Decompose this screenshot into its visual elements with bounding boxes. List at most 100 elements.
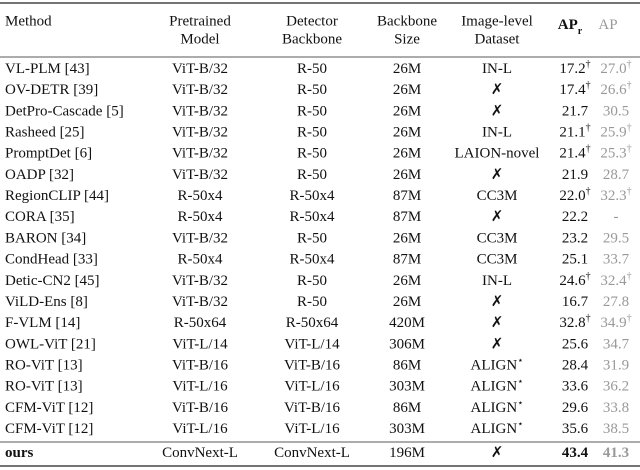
cell-sup: † bbox=[627, 186, 632, 197]
cell-text: ALIGN bbox=[471, 379, 518, 395]
cell: 26M bbox=[393, 125, 421, 141]
cell-text: R-50x4 bbox=[290, 210, 336, 226]
cell-sup: † bbox=[586, 313, 591, 324]
cell: CC3M bbox=[477, 188, 518, 204]
cell: R-50 bbox=[297, 146, 327, 162]
cell: ✗ bbox=[491, 167, 504, 183]
cell-text: R-50 bbox=[297, 125, 327, 141]
cell: ours bbox=[5, 445, 34, 461]
cell: OWL-ViT [21] bbox=[5, 337, 96, 353]
cell-text: 43.4 bbox=[562, 445, 589, 461]
cell-text: 306M bbox=[389, 337, 425, 353]
cell: CFM-ViT [12] bbox=[5, 421, 93, 437]
cell: CFM-ViT [12] bbox=[5, 400, 93, 416]
cell: 29.6 bbox=[562, 400, 589, 416]
cell: ✗ bbox=[491, 316, 504, 332]
cell-sup: † bbox=[627, 144, 632, 155]
header-text: APr bbox=[558, 17, 583, 36]
cell: R-50 bbox=[297, 273, 327, 289]
cell: ALIGN⋆ bbox=[471, 355, 524, 374]
cell-text: ConvNext-L bbox=[162, 445, 238, 461]
cell-text: DetPro-Cascade [5] bbox=[5, 104, 124, 120]
cell: 21.9 bbox=[562, 167, 588, 183]
cell-text: 24.6 bbox=[559, 273, 586, 289]
cell-sup: † bbox=[586, 144, 591, 155]
cell-text: 86M bbox=[393, 358, 421, 374]
cell: 16.7 bbox=[562, 294, 589, 310]
cell-text: F-VLM [14] bbox=[5, 316, 80, 332]
cell: ViT-L/16 bbox=[172, 421, 228, 437]
cell: 26M bbox=[393, 83, 421, 99]
cell-text: 34.9 bbox=[600, 316, 626, 332]
cell: 38.5 bbox=[603, 421, 629, 437]
cell-text: R-50 bbox=[297, 294, 327, 310]
cell-text: 26.6 bbox=[600, 83, 627, 99]
cell: R-50x4 bbox=[290, 252, 336, 268]
cell-text: 33.6 bbox=[562, 379, 589, 395]
cell: 24.6† bbox=[559, 271, 590, 290]
cell-text: 25.9 bbox=[600, 125, 626, 141]
cell-text: RO-ViT [13] bbox=[5, 358, 83, 374]
cell-text: ViT-B/16 bbox=[284, 400, 341, 416]
cell: R-50x4 bbox=[178, 252, 224, 268]
cell: 303M bbox=[389, 421, 425, 437]
cell-text: ViT-B/32 bbox=[172, 294, 228, 310]
cell: R-50x4 bbox=[178, 210, 224, 226]
cell-text: 26M bbox=[393, 104, 421, 120]
cell: ✗ bbox=[491, 445, 504, 461]
cell: 87M bbox=[393, 252, 421, 268]
cell: ViT-B/32 bbox=[172, 125, 228, 141]
cell: 34.9† bbox=[600, 313, 631, 332]
cell-sup: † bbox=[627, 271, 632, 282]
cell-text: ✗ bbox=[491, 167, 504, 183]
cell: 27.8 bbox=[603, 294, 629, 310]
cell-text: ✗ bbox=[491, 83, 504, 99]
cell: OADP [32] bbox=[5, 167, 74, 183]
cell-text: ALIGN bbox=[471, 358, 518, 374]
cell-sup: † bbox=[627, 59, 632, 70]
cell-sup: † bbox=[627, 313, 632, 324]
cell-text: 303M bbox=[389, 421, 425, 437]
cell: RO-ViT [13] bbox=[5, 379, 83, 395]
cell: ViT-L/16 bbox=[172, 379, 228, 395]
cell-text: ViT-B/16 bbox=[172, 400, 229, 416]
cell-text: R-50 bbox=[297, 273, 327, 289]
cell: ✗ bbox=[491, 210, 504, 226]
cell: IN-L bbox=[482, 125, 512, 141]
cell-text: 33.8 bbox=[603, 400, 629, 416]
cell-text: R-50 bbox=[297, 104, 327, 120]
cell: ViT-B/16 bbox=[284, 400, 341, 416]
cell-text: ✗ bbox=[491, 445, 504, 461]
cell-text: ViT-B/32 bbox=[172, 104, 228, 120]
cell-text: 86M bbox=[393, 400, 421, 416]
cell: 26.6† bbox=[600, 80, 631, 99]
cell-text: R-50x4 bbox=[178, 252, 224, 268]
cell-text: IN-L bbox=[482, 273, 512, 289]
cell: R-50x4 bbox=[290, 210, 336, 226]
cell-text: 303M bbox=[389, 379, 425, 395]
cell-text: ViT-B/16 bbox=[172, 358, 229, 374]
cell: BARON [34] bbox=[5, 231, 86, 247]
cell-text: 32.8 bbox=[559, 316, 585, 332]
cell-text: 26M bbox=[393, 273, 421, 289]
cell: Rasheed [25] bbox=[5, 125, 85, 141]
cell: 26M bbox=[393, 167, 421, 183]
cell-text: CC3M bbox=[477, 252, 518, 268]
cell: 87M bbox=[393, 188, 421, 204]
cell-sup: † bbox=[586, 271, 591, 282]
cell: R-50 bbox=[297, 125, 327, 141]
cell-text: OADP [32] bbox=[5, 167, 74, 183]
cell-text: 25.3 bbox=[600, 146, 626, 162]
cell-text: 29.5 bbox=[603, 231, 629, 247]
cell-text: R-50 bbox=[297, 231, 327, 247]
cell-text: ConvNext-L bbox=[274, 445, 350, 461]
cell-text: CondHead [33] bbox=[5, 252, 98, 268]
cell: 17.4† bbox=[559, 80, 590, 99]
cell-text: R-50x4 bbox=[290, 252, 336, 268]
cell: ALIGN⋆ bbox=[471, 376, 524, 395]
cell-text: Rasheed [25] bbox=[5, 125, 85, 141]
cell-text: R-50 bbox=[297, 83, 327, 99]
header-text: Image-level bbox=[461, 13, 533, 29]
cell: RO-ViT [13] bbox=[5, 358, 83, 374]
